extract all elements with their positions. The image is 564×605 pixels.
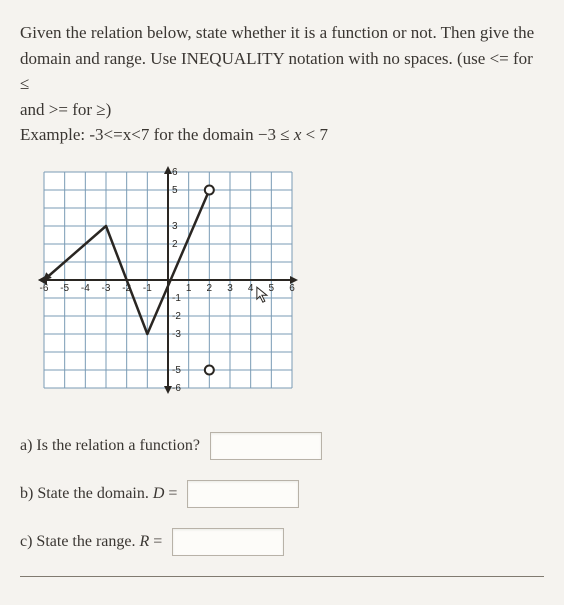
question-b-label: b) State the domain. D = — [20, 475, 177, 513]
question-a-label: a) Is the relation a function? — [20, 427, 200, 465]
answer-b-input[interactable] — [187, 480, 299, 508]
question-c-row: c) State the range. R = — [20, 523, 544, 561]
svg-text:5: 5 — [269, 283, 275, 294]
svg-text:6: 6 — [289, 283, 295, 294]
questions-block: a) Is the relation a function? b) State … — [20, 427, 544, 562]
svg-text:-1: -1 — [143, 283, 152, 294]
question-c-label: c) State the range. R = — [20, 523, 162, 561]
answer-a-input[interactable] — [210, 432, 322, 460]
instructions-line2: domain and range. Use INEQUALITY notatio… — [20, 49, 533, 94]
bottom-divider — [20, 576, 544, 577]
example-prefix: Example: -3<=x<7 for the domain — [20, 125, 258, 144]
svg-text:6: 6 — [172, 167, 178, 178]
svg-text:2: 2 — [172, 239, 178, 250]
svg-text:-2: -2 — [172, 311, 181, 322]
svg-text:-4: -4 — [81, 283, 90, 294]
svg-text:-1: -1 — [172, 293, 181, 304]
chart-container: -6-5-4-3-2-11234562356-1-2-3-5-6 — [38, 166, 544, 399]
svg-text:3: 3 — [227, 283, 233, 294]
svg-text:-5: -5 — [172, 365, 181, 376]
instructions-block: Given the relation below, state whether … — [20, 20, 544, 148]
svg-text:-3: -3 — [172, 329, 181, 340]
svg-text:-6: -6 — [172, 383, 181, 394]
relation-graph: -6-5-4-3-2-11234562356-1-2-3-5-6 — [38, 166, 298, 394]
instructions-line1: Given the relation below, state whether … — [20, 23, 534, 42]
svg-text:-5: -5 — [60, 283, 69, 294]
example-math: −3 ≤ x < 7 — [258, 125, 328, 144]
svg-text:3: 3 — [172, 221, 178, 232]
svg-text:1: 1 — [186, 283, 192, 294]
svg-text:2: 2 — [207, 283, 213, 294]
svg-text:5: 5 — [172, 185, 178, 196]
svg-text:-6: -6 — [40, 283, 49, 294]
question-a-row: a) Is the relation a function? — [20, 427, 544, 465]
svg-text:-3: -3 — [102, 283, 111, 294]
question-b-row: b) State the domain. D = — [20, 475, 544, 513]
answer-c-input[interactable] — [172, 528, 284, 556]
instructions-line3: and >= for ≥) — [20, 100, 111, 119]
svg-text:4: 4 — [248, 283, 254, 294]
